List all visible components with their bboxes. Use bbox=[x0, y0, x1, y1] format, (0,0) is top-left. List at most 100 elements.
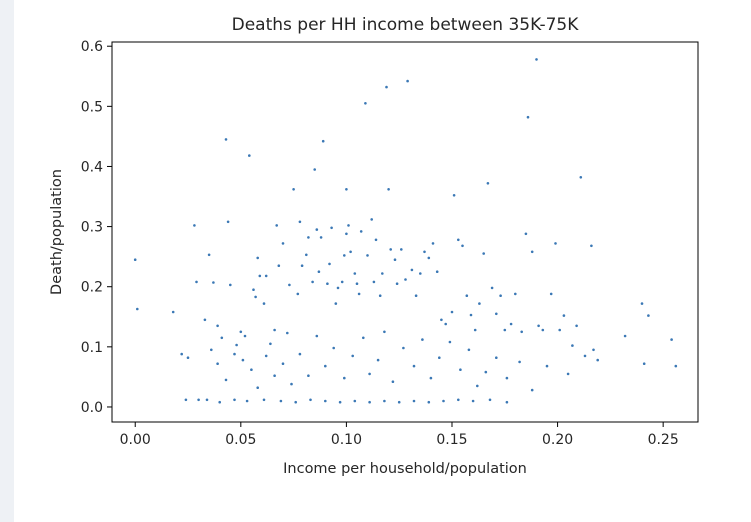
data-point bbox=[203, 318, 207, 322]
data-point bbox=[530, 388, 534, 392]
data-point bbox=[307, 236, 310, 239]
data-point bbox=[495, 312, 498, 316]
data-point bbox=[368, 400, 371, 404]
data-point bbox=[317, 270, 321, 274]
data-point bbox=[370, 218, 374, 221]
data-point bbox=[292, 188, 295, 191]
data-point bbox=[256, 386, 260, 390]
data-point bbox=[488, 398, 492, 402]
data-point bbox=[457, 238, 460, 242]
y-tick-label: 0.3 bbox=[81, 220, 103, 236]
data-point bbox=[505, 376, 509, 380]
data-point bbox=[499, 294, 502, 298]
data-point bbox=[364, 102, 367, 105]
y-axis-label: Death/population bbox=[49, 169, 65, 295]
data-point bbox=[133, 258, 137, 262]
data-point bbox=[336, 286, 340, 290]
data-point bbox=[334, 302, 338, 305]
data-point bbox=[478, 302, 481, 305]
data-point bbox=[435, 270, 439, 274]
data-point bbox=[381, 272, 384, 275]
data-point bbox=[315, 228, 319, 231]
data-point bbox=[374, 238, 378, 242]
data-point bbox=[495, 356, 498, 360]
data-point bbox=[275, 224, 279, 227]
data-point bbox=[186, 356, 190, 360]
data-point bbox=[256, 256, 260, 260]
x-axis: 0.00 0.05 0.10 0.15 0.20 0.25 bbox=[120, 422, 679, 448]
data-point bbox=[353, 399, 357, 403]
data-point bbox=[376, 358, 380, 362]
data-point bbox=[368, 372, 371, 376]
x-tick-label: 0.15 bbox=[436, 432, 467, 448]
data-point bbox=[343, 376, 346, 380]
data-point bbox=[277, 264, 281, 268]
data-point bbox=[205, 398, 209, 402]
data-point bbox=[406, 79, 409, 83]
data-point bbox=[423, 250, 426, 254]
data-point bbox=[438, 356, 441, 360]
data-point bbox=[279, 399, 283, 403]
data-point bbox=[596, 358, 599, 362]
data-point bbox=[471, 399, 475, 403]
data-point bbox=[330, 226, 333, 230]
data-point bbox=[670, 338, 673, 341]
data-point bbox=[332, 346, 336, 350]
data-point bbox=[503, 328, 507, 332]
data-point bbox=[273, 328, 276, 332]
data-point bbox=[541, 328, 545, 332]
data-point bbox=[524, 232, 528, 236]
data-point bbox=[300, 264, 304, 268]
data-point bbox=[452, 194, 456, 197]
data-point bbox=[484, 370, 488, 374]
data-point bbox=[248, 154, 251, 157]
data-point bbox=[324, 399, 327, 403]
data-point bbox=[210, 348, 213, 352]
data-point bbox=[395, 282, 399, 286]
y-tick-label: 0.6 bbox=[81, 39, 103, 55]
data-point bbox=[193, 224, 196, 227]
data-point bbox=[518, 360, 521, 364]
data-point bbox=[321, 139, 325, 143]
data-point bbox=[486, 182, 490, 185]
data-point bbox=[296, 292, 300, 296]
data-point bbox=[476, 384, 479, 388]
y-tick-label: 0.2 bbox=[81, 280, 103, 296]
data-point bbox=[353, 272, 357, 275]
data-point bbox=[383, 399, 386, 403]
data-point bbox=[328, 262, 331, 266]
data-point bbox=[549, 292, 553, 296]
data-point bbox=[298, 352, 302, 356]
data-point bbox=[393, 258, 397, 262]
data-point bbox=[351, 354, 355, 358]
data-point bbox=[429, 376, 433, 380]
data-point bbox=[269, 342, 272, 346]
data-point bbox=[254, 295, 257, 299]
data-point bbox=[349, 250, 352, 254]
data-point bbox=[262, 398, 266, 402]
data-point bbox=[590, 244, 593, 248]
data-point bbox=[171, 310, 175, 314]
data-point bbox=[414, 294, 418, 298]
data-point bbox=[347, 224, 350, 227]
data-point bbox=[419, 272, 422, 275]
background-strip bbox=[0, 0, 14, 522]
data-point bbox=[391, 380, 395, 384]
x-tick-label: 0.00 bbox=[120, 432, 151, 448]
data-point bbox=[338, 400, 342, 404]
data-point bbox=[412, 399, 416, 403]
data-point bbox=[233, 352, 236, 356]
data-point bbox=[195, 280, 198, 284]
data-point bbox=[467, 348, 471, 352]
data-point bbox=[535, 58, 538, 61]
data-point bbox=[530, 250, 534, 254]
data-point bbox=[674, 364, 678, 368]
data-point bbox=[442, 399, 445, 403]
data-point bbox=[220, 336, 224, 340]
data-point bbox=[313, 168, 317, 171]
data-point bbox=[554, 242, 557, 245]
data-point bbox=[307, 374, 310, 378]
data-point bbox=[421, 338, 424, 341]
data-point bbox=[450, 310, 454, 314]
